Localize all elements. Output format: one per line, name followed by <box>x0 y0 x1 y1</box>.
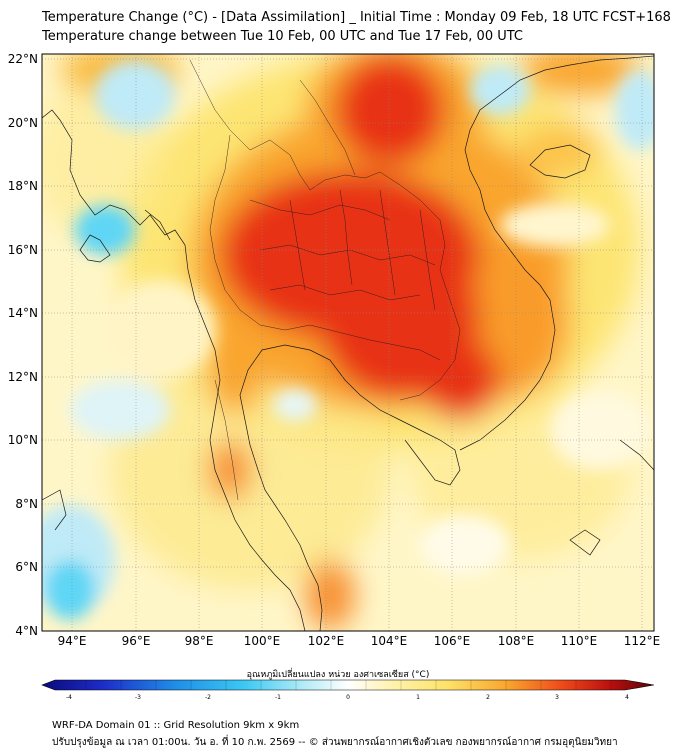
lon-label: 108°E <box>498 634 535 648</box>
colorbar-tick: 4 <box>625 694 629 701</box>
lat-label: 4°N <box>15 624 38 638</box>
graticule <box>42 54 654 631</box>
colorbar-tick: 1 <box>416 694 420 701</box>
country-borders <box>189 59 461 501</box>
lon-label: 94°E <box>58 634 87 648</box>
lat-label: 12°N <box>8 370 38 384</box>
lat-label: 10°N <box>8 433 38 447</box>
colorbar-tick: 0 <box>346 694 350 701</box>
lat-label: 6°N <box>15 560 38 574</box>
map-title: Temperature Change (°C) - [Data Assimila… <box>42 10 671 25</box>
colorbar-title: อุณหภูมิเปลี่ยนแปลง หน่วย องศาเซลเซียส (… <box>246 670 430 680</box>
colorbar-tick: 2 <box>486 694 490 701</box>
colorbar-gradient <box>41 679 655 691</box>
lat-label: 22°N <box>8 52 38 66</box>
longitude-labels: 94°E 96°E 98°E 100°E 102°E 104°E 106°E 1… <box>58 634 661 648</box>
lon-label: 104°E <box>371 634 408 648</box>
lon-label: 96°E <box>122 634 151 648</box>
colorbar-tick: -3 <box>135 694 141 701</box>
temperature-field <box>42 54 654 631</box>
lat-label: 20°N <box>8 116 38 130</box>
lon-label: 106°E <box>434 634 471 648</box>
model-info: WRF-DA Domain 01 :: Grid Resolution 9km … <box>52 720 300 731</box>
lon-label: 100°E <box>244 634 281 648</box>
coastlines <box>42 55 654 631</box>
latitude-labels: 22°N 20°N 18°N 16°N 14°N 12°N 10°N 8°N 6… <box>8 52 38 638</box>
lat-label: 18°N <box>8 179 38 193</box>
lon-label: 98°E <box>185 634 214 648</box>
lon-label: 112°E <box>624 634 661 648</box>
update-credit: ปรับปรุงข้อมูล ณ เวลา 01:00น. วัน อ. ที่… <box>52 737 618 748</box>
map-frame <box>41 53 655 632</box>
lat-label: 16°N <box>8 243 38 257</box>
colorbar-tick: -1 <box>275 694 281 701</box>
lat-label: 8°N <box>15 497 38 511</box>
colorbar: -4 -3 -2 -1 0 1 2 3 4 <box>41 679 655 701</box>
colorbar-divisions <box>85 680 612 690</box>
map-subtitle: Temperature change between Tue 10 Feb, 0… <box>42 29 523 44</box>
colorbar-tick: -4 <box>66 694 72 701</box>
lon-label: 102°E <box>308 634 345 648</box>
colorbar-tick: 3 <box>555 694 559 701</box>
colorbar-tick: -2 <box>205 694 211 701</box>
lat-label: 14°N <box>8 306 38 320</box>
lon-label: 110°E <box>561 634 598 648</box>
